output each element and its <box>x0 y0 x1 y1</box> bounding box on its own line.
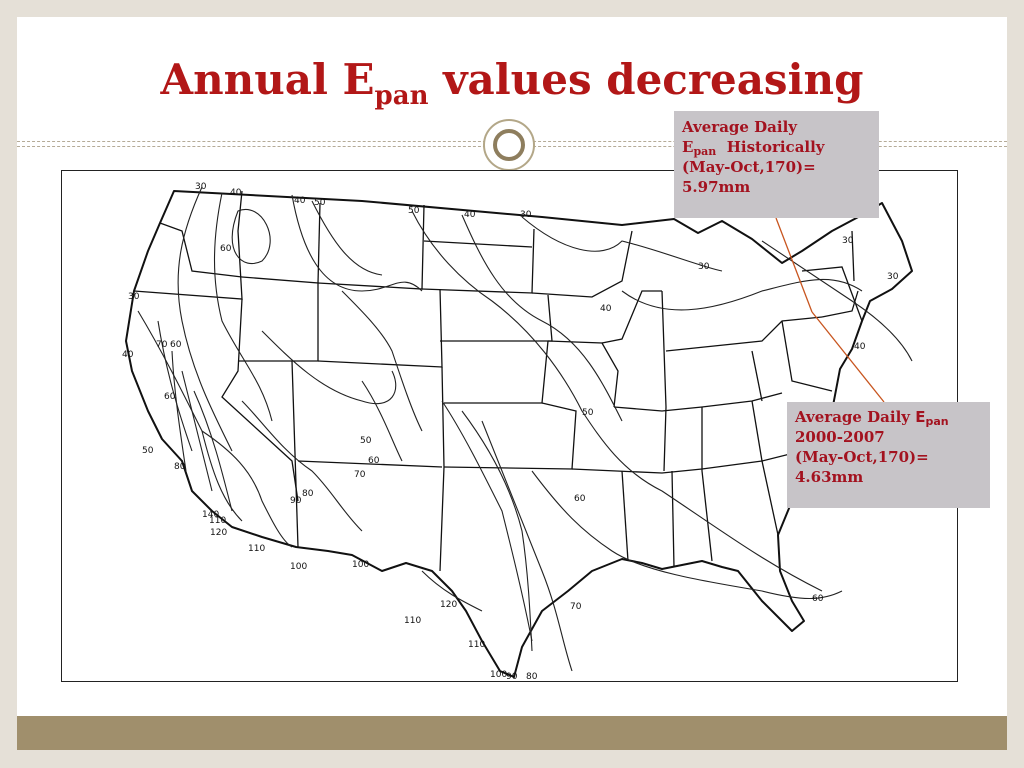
contour-label: 30 <box>128 292 140 302</box>
contour-label: 50 <box>408 206 420 216</box>
contour-label: 120 <box>210 528 227 538</box>
contour-label: 60 <box>164 392 176 402</box>
contour-label: 100 <box>290 562 307 572</box>
slide-title: Annual Epan values decreasing <box>160 55 864 111</box>
contour-label: 50 <box>142 446 154 456</box>
contour-label: 40 <box>122 350 134 360</box>
callout-recent-value: 4.63mm <box>795 468 864 486</box>
callout-recent-epan: Average Daily Epan 2000-2007 (May-Oct,17… <box>787 402 990 508</box>
callout-historical-epan: Average Daily Epan Historically (May-Oct… <box>674 111 879 218</box>
contour-label: 70 <box>354 470 366 480</box>
contour-label: 60 <box>220 244 232 254</box>
contour-label: 50 <box>314 198 326 208</box>
contour-label: 60 <box>368 456 380 466</box>
contour-label: 40 <box>294 196 306 206</box>
contour-label: 30 <box>698 262 710 272</box>
callout-recent-line3: (May-Oct,170)= <box>795 448 929 466</box>
contour-label: 40 <box>230 188 242 198</box>
callout-recent-line1: Average Daily Epan <box>795 408 949 428</box>
footer-bar <box>17 716 1007 750</box>
contour-label: 30 <box>887 272 899 282</box>
contour-label: 110 <box>209 516 226 526</box>
contour-label: 80 <box>174 462 186 472</box>
contour-label: 30 <box>520 210 532 220</box>
contour-label: 60 <box>812 594 824 604</box>
contour-label: 110 <box>404 616 421 626</box>
contour-label: 70 <box>570 602 582 612</box>
contour-label: 40 <box>600 304 612 314</box>
callout-historical-value: 5.97mm <box>682 178 751 196</box>
contour-label: 40 <box>854 342 866 352</box>
contour-label: 80 <box>526 672 538 682</box>
contour-label: 60 <box>574 494 586 504</box>
contour-label: 90 <box>506 672 518 682</box>
contour-label: 60 <box>170 340 182 350</box>
contour-label: 30 <box>195 182 207 192</box>
contour-label: 80 <box>302 489 314 499</box>
contour-label: 90 <box>290 496 302 506</box>
contour-label: 110 <box>248 544 265 554</box>
divider-ornament-icon <box>483 119 535 171</box>
contour-label: 50 <box>582 408 594 418</box>
contour-label: 70 <box>156 340 168 350</box>
contour-label: 100 <box>490 670 507 680</box>
callout-recent-line2: 2000-2007 <box>795 428 885 446</box>
callout-historical-line3: (May-Oct,170)= <box>682 158 816 176</box>
us-outline <box>125 190 913 678</box>
contour-label: 120 <box>440 600 457 610</box>
contour-label: 40 <box>464 210 476 220</box>
callout-historical-line1: Average Daily <box>682 118 798 136</box>
contour-label: 30 <box>842 236 854 246</box>
contour-label: 50 <box>360 436 372 446</box>
contour-label: 100 <box>352 560 369 570</box>
contour-label: 110 <box>468 640 485 650</box>
contour-label: 140 <box>202 510 219 520</box>
callout-historical-line2: Epan Historically <box>682 138 825 158</box>
